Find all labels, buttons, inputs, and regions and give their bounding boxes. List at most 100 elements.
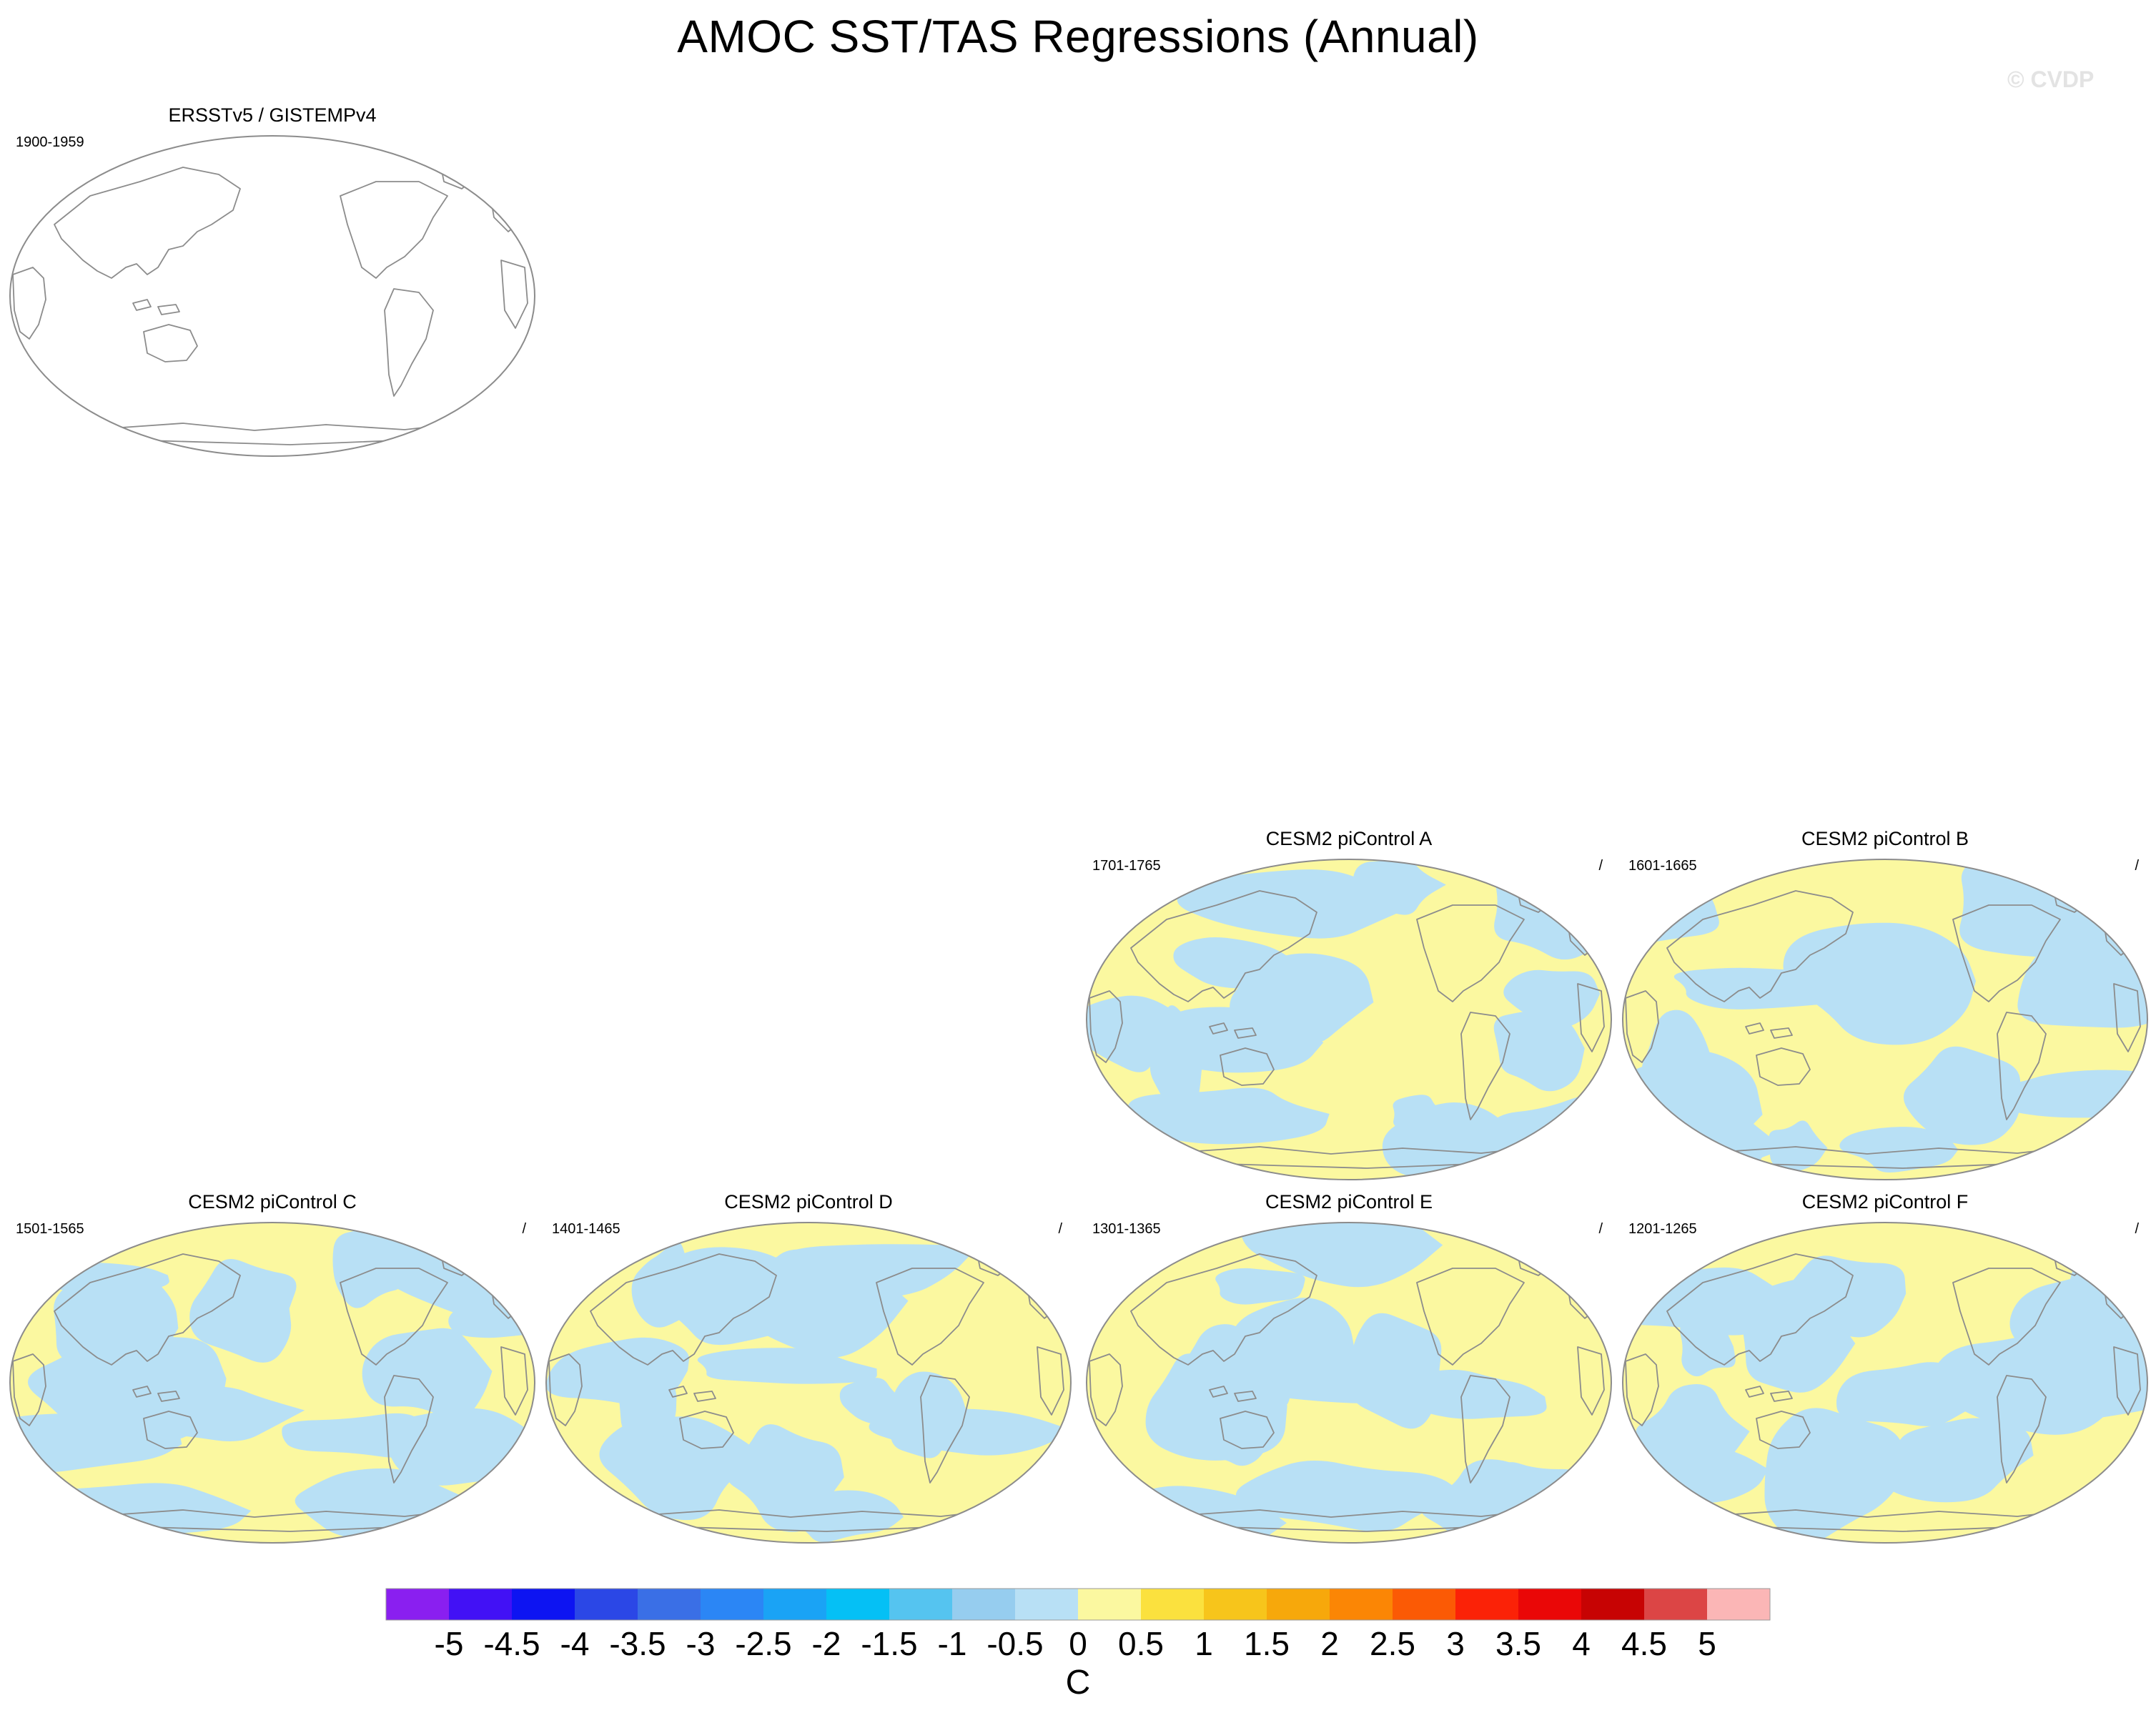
figure-title: AMOC SST/TAS Regressions (Annual): [677, 11, 1479, 62]
coastline: [132, 1386, 152, 1398]
colorbar-swatch: [1581, 1589, 1645, 1620]
panel-title: CESM2 piControl C: [188, 1191, 357, 1213]
colorbar-tick-label: -5: [435, 1625, 464, 1662]
colorbar-tick-label: 0.5: [1118, 1625, 1164, 1662]
map-panel-obs: ERSSTv5 / GISTEMPv4 1900-1959: [4, 104, 540, 462]
coastline: [1209, 1386, 1228, 1398]
coastline: [1756, 1411, 1811, 1449]
negative-anomaly-region: [839, 1378, 907, 1425]
coastline: [1416, 904, 1525, 1002]
coastline: [876, 1268, 984, 1366]
colorbar-swatch: [1078, 1589, 1142, 1620]
coastline: [548, 1353, 583, 1426]
coastline: [384, 288, 434, 397]
colorbar-swatch: [638, 1589, 701, 1620]
coastline: [1997, 1375, 2047, 1483]
coastline: [1997, 1012, 2047, 1120]
colorbar-swatch: [1267, 1589, 1330, 1620]
negative-anomaly-region: [890, 1371, 969, 1458]
panel-period: 1900-1959: [16, 134, 84, 150]
coastline: [1952, 904, 2061, 1002]
colorbar-swatch: [1455, 1589, 1519, 1620]
colorbar-swatch: [952, 1589, 1016, 1620]
coastline: [157, 304, 180, 315]
coastline: [2113, 1346, 2141, 1416]
colorbar-tick-label: -3: [686, 1625, 716, 1662]
colorbar-swatch: [763, 1589, 827, 1620]
negative-anomaly-region: [189, 1258, 297, 1363]
colorbar-tick-label: 4: [1572, 1625, 1591, 1662]
colorbar-tick-label: 3: [1446, 1625, 1465, 1662]
negative-anomaly-region: [1177, 869, 1421, 939]
coastline: [1666, 890, 1854, 1002]
panel-corner-label: /: [1598, 1221, 1603, 1237]
colorbar-tick-label: 3.5: [1495, 1625, 1541, 1662]
colorbar-swatch: [386, 1589, 450, 1620]
colorbar-tick-label: 2.5: [1370, 1625, 1415, 1662]
coastline: [1234, 1391, 1257, 1402]
coastline: [1234, 1027, 1257, 1039]
map-panel-f: CESM2 piControl F 1201-1265 /: [1617, 1191, 2153, 1549]
negative-anomaly-region: [1783, 922, 1976, 1045]
negative-anomaly-region: [1087, 995, 1194, 1072]
negative-anomaly-region: [1883, 1418, 2034, 1503]
negative-anomaly-region: [599, 1416, 766, 1521]
colorbar-tick-label: -2: [812, 1625, 841, 1662]
colorbar-tick-label: -1: [938, 1625, 967, 1662]
world-map: [1622, 859, 2148, 1180]
coastline: [54, 1253, 241, 1366]
coastline: [132, 299, 152, 311]
negative-anomaly-region: [1493, 1009, 1585, 1092]
coastline: [590, 1253, 777, 1366]
panel-period: 1501-1565: [16, 1221, 84, 1237]
colorbar-swatch: [701, 1589, 764, 1620]
colorbar-tick-label: 2: [1320, 1625, 1339, 1662]
coastline: [1220, 1047, 1275, 1086]
coastline: [693, 1391, 716, 1402]
negative-anomaly-region: [1903, 1046, 2021, 1145]
negative-anomaly-region: [697, 1348, 877, 1384]
coastline: [1416, 1268, 1525, 1366]
coastline: [1770, 1027, 1793, 1039]
map-frame: [1622, 859, 2148, 1180]
negative-anomaly-region: [1959, 859, 2147, 957]
colorbar-tick-label: -3.5: [609, 1625, 666, 1662]
coastline: [1460, 1012, 1510, 1120]
negative-anomaly-region: [1764, 1408, 1907, 1543]
colorbar-tick-label: 1: [1195, 1625, 1213, 1662]
negative-anomaly-region: [1503, 969, 1601, 1028]
coastline: [12, 1353, 46, 1426]
colorbar-tick-label: 1.5: [1244, 1625, 1290, 1662]
colorbar-tick-label: -4.5: [483, 1625, 540, 1662]
negative-anomaly-region: [282, 1413, 487, 1458]
colorbar-tick-label: 5: [1698, 1625, 1716, 1662]
coastline: [679, 1411, 734, 1449]
panel-period: 1601-1665: [1628, 858, 1697, 874]
panel-corner-label: /: [2135, 858, 2139, 874]
coastline: [1089, 990, 1123, 1063]
colorbar-swatch: [575, 1589, 638, 1620]
empty-map-background: [10, 136, 535, 456]
negative-anomaly-region: [1127, 1087, 1330, 1145]
coastline: [500, 1346, 528, 1416]
panel-title: CESM2 piControl F: [1801, 1191, 1969, 1213]
coastline: [54, 167, 241, 279]
negative-anomaly-region: [546, 1337, 689, 1408]
colorbar-swatch: [1518, 1589, 1582, 1620]
colorbar-tick-label: -2.5: [735, 1625, 791, 1662]
negative-anomaly-region: [1393, 1095, 1448, 1132]
panel-title: CESM2 piControl A: [1265, 828, 1433, 849]
map-frame: [1086, 859, 1612, 1180]
coastline: [2113, 983, 2141, 1052]
colorbar-swatch: [512, 1589, 575, 1620]
world-map: [9, 135, 535, 457]
coastline: [340, 181, 448, 279]
coastline: [1666, 1253, 1854, 1366]
colorbar-swatch: [1204, 1589, 1267, 1620]
coastline: [384, 1375, 434, 1483]
negative-anomaly-region: [1641, 1009, 1715, 1122]
coastline: [1745, 1022, 1764, 1035]
map-panel-e: CESM2 piControl E 1301-1365 /: [1081, 1191, 1617, 1549]
colorbar-tick-label: -1.5: [861, 1625, 917, 1662]
coastline: [1952, 1268, 2061, 1366]
